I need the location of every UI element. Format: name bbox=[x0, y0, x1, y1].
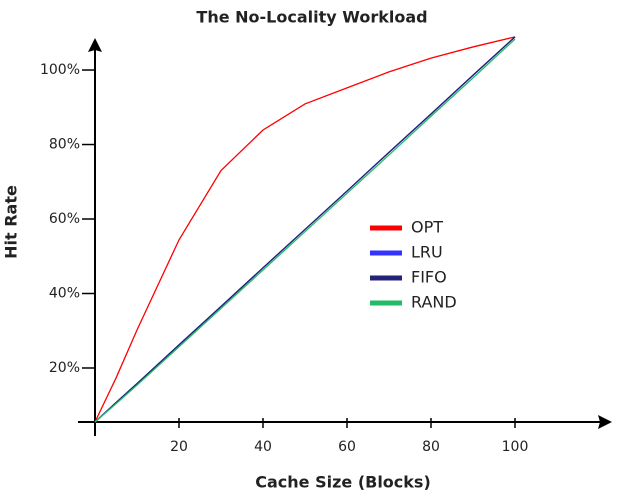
x-tick-label: 80 bbox=[422, 439, 440, 455]
legend-label: LRU bbox=[411, 243, 443, 262]
series-line bbox=[94, 38, 516, 423]
x-tick-label: 60 bbox=[338, 439, 356, 455]
x-axis-label: Cache Size (Blocks) bbox=[255, 473, 431, 492]
chart-title: The No-Locality Workload bbox=[196, 8, 427, 27]
x-axis-arrow bbox=[598, 415, 612, 429]
y-tick-label: 40% bbox=[49, 286, 80, 302]
y-tick-label: 60% bbox=[49, 211, 80, 227]
x-tick-label: 100 bbox=[502, 439, 529, 455]
x-tick-label: 40 bbox=[254, 439, 272, 455]
series-line bbox=[94, 36, 516, 423]
legend-label: FIFO bbox=[411, 268, 447, 287]
y-axis-arrow bbox=[88, 38, 102, 52]
legend-label: OPT bbox=[411, 218, 443, 237]
legend-label: RAND bbox=[411, 293, 457, 312]
y-tick-label: 80% bbox=[49, 137, 80, 153]
series-line bbox=[94, 36, 516, 423]
y-tick-label: 100% bbox=[40, 62, 80, 78]
x-tick-label: 20 bbox=[170, 439, 188, 455]
y-axis-label: Hit Rate bbox=[2, 185, 21, 259]
y-tick-label: 20% bbox=[49, 360, 80, 376]
